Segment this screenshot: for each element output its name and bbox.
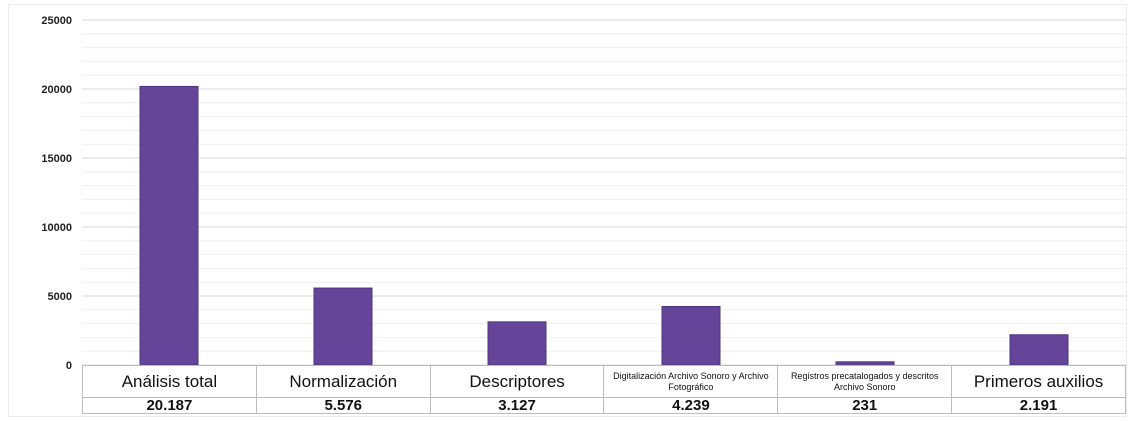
y-tick-label: 5000 [48, 291, 72, 303]
value-label: 4.239 [604, 398, 778, 414]
bar [314, 288, 372, 365]
bar [488, 322, 546, 365]
value-label: 5.576 [256, 398, 430, 414]
value-label: 2.191 [952, 398, 1126, 414]
category-label: Digitalización Archivo Sonoro y Archivo … [604, 366, 778, 398]
value-label: 3.127 [430, 398, 604, 414]
category-label: Primeros auxilios [952, 366, 1126, 398]
y-tick-label: 10000 [41, 222, 72, 234]
category-label: Normalización [256, 366, 430, 398]
value-row: 20.187 5.576 3.127 4.239 231 2.191 [83, 398, 1126, 414]
y-tick-label: 0 [66, 360, 72, 372]
category-row: Análisis total Normalización Descriptore… [83, 366, 1126, 398]
bar [1010, 335, 1068, 365]
category-label: Análisis total [83, 366, 257, 398]
value-label: 231 [778, 398, 952, 414]
y-tick-label: 20000 [41, 84, 72, 96]
category-label: Descriptores [430, 366, 604, 398]
data-table: Análisis total Normalización Descriptore… [82, 365, 1126, 414]
y-tick-label: 25000 [41, 15, 72, 27]
category-label: Registros precatalogados y descritos Arc… [778, 366, 952, 398]
bar [662, 307, 720, 365]
value-label: 20.187 [83, 398, 257, 414]
bar [140, 86, 198, 365]
y-tick-label: 15000 [41, 153, 72, 165]
